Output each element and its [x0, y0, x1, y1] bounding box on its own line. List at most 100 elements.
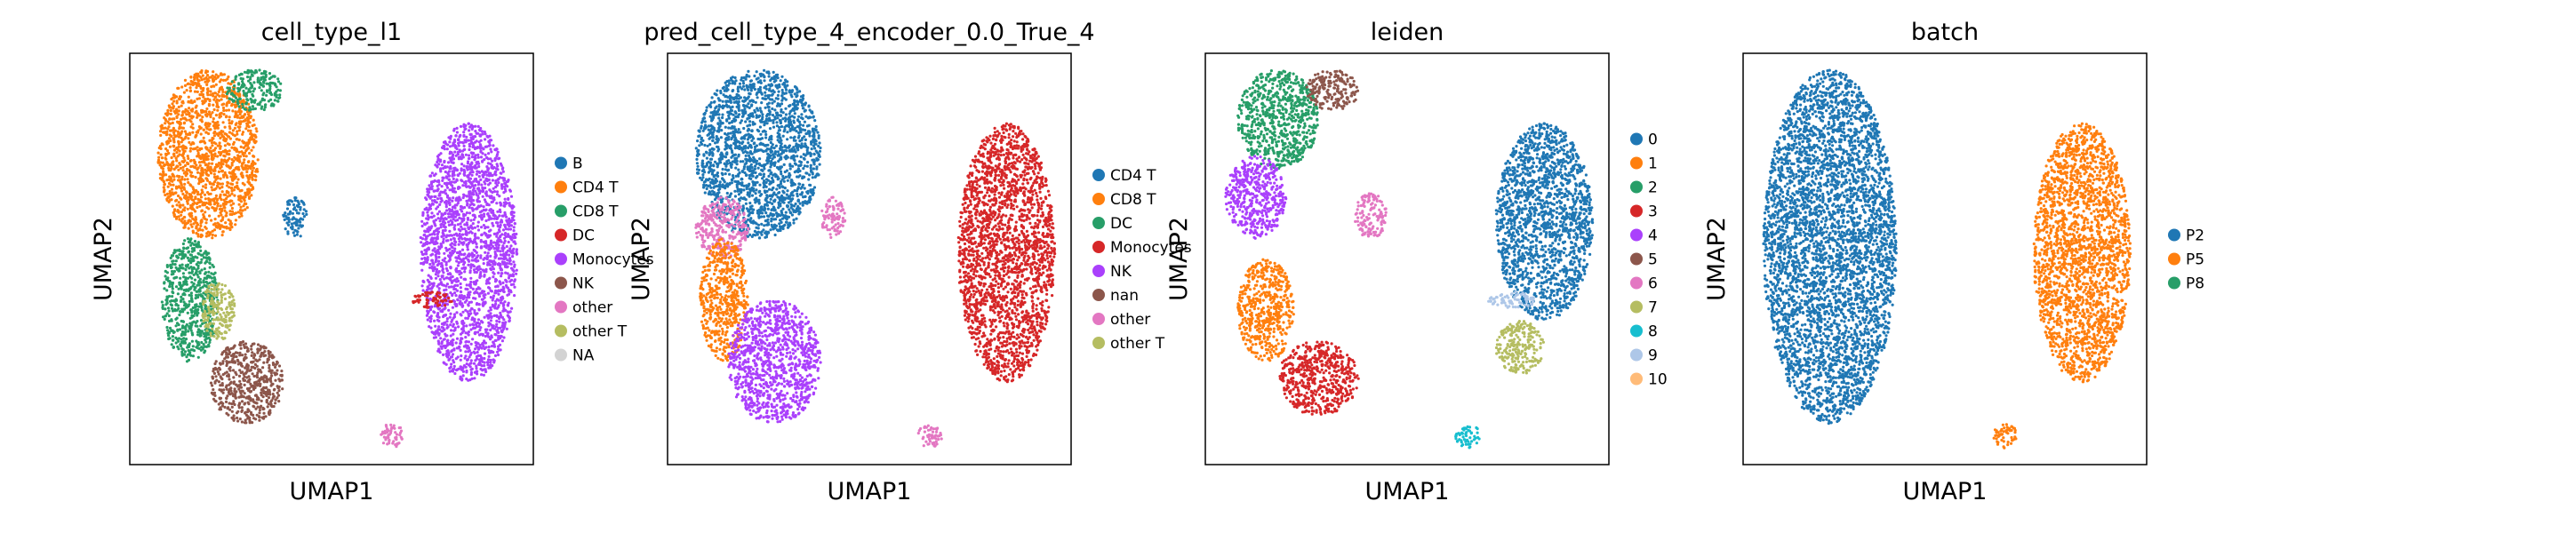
data-point: [194, 220, 197, 224]
data-point: [175, 308, 179, 312]
data-point: [161, 167, 164, 171]
data-point: [452, 177, 455, 180]
data-point: [194, 111, 197, 115]
data-point: [188, 299, 191, 303]
data-point: [197, 83, 201, 86]
data-point: [260, 105, 264, 108]
data-point: [285, 207, 290, 211]
data-point: [230, 199, 234, 203]
data-point: [244, 353, 247, 356]
data-point: [248, 121, 252, 124]
data-point: [188, 351, 192, 354]
data-point: [423, 258, 428, 261]
data-point: [268, 370, 272, 373]
data-point: [499, 326, 502, 330]
data-point: [204, 311, 207, 314]
data-point: [199, 249, 203, 252]
data-point: [466, 358, 469, 362]
data-point: [199, 348, 203, 352]
data-point: [255, 374, 259, 378]
data-point: [204, 110, 208, 114]
data-point: [276, 386, 280, 390]
data-point: [264, 103, 268, 107]
data-point: [464, 316, 468, 320]
data-point: [486, 211, 490, 216]
data-point: [186, 195, 189, 199]
data-point: [462, 164, 466, 168]
data-point: [438, 219, 442, 223]
data-point: [171, 262, 174, 266]
data-point: [178, 175, 181, 179]
data-point: [210, 141, 214, 145]
data-point: [210, 299, 213, 303]
data-point: [183, 78, 188, 82]
data-point: [204, 304, 208, 308]
data-point: [289, 226, 293, 229]
data-point: [454, 232, 458, 235]
data-point: [212, 291, 216, 295]
data-point: [499, 210, 502, 214]
data-point: [182, 187, 186, 190]
data-point: [177, 109, 180, 113]
data-point: [487, 348, 491, 352]
data-point: [244, 195, 247, 199]
data-point: [209, 165, 212, 169]
data-point: [466, 203, 469, 207]
data-point: [280, 373, 284, 377]
data-point: [233, 389, 236, 393]
data-point: [200, 78, 204, 82]
data-point: [274, 362, 278, 366]
data-point: [485, 145, 489, 148]
data-point: [216, 316, 220, 320]
data-point: [232, 140, 236, 144]
data-point: [237, 387, 241, 391]
data-point: [448, 229, 452, 233]
data-point: [252, 81, 256, 84]
data-point: [181, 152, 185, 155]
data-point: [223, 405, 227, 409]
data-point: [251, 74, 254, 77]
data-point: [214, 73, 218, 76]
data-point: [292, 217, 296, 220]
data-point: [302, 208, 306, 211]
data-point: [245, 370, 249, 373]
data-point: [207, 131, 211, 136]
data-point: [172, 153, 176, 156]
data-point: [486, 363, 490, 367]
data-point: [211, 236, 214, 240]
data-point: [440, 330, 444, 333]
data-point: [213, 202, 217, 205]
data-point: [502, 306, 506, 310]
data-point: [180, 100, 184, 104]
data-point: [225, 214, 228, 218]
data-point: [180, 285, 183, 290]
data-point: [254, 407, 258, 410]
data-point: [252, 90, 255, 93]
data-point: [187, 137, 190, 140]
data-point: [221, 391, 225, 394]
data-point: [455, 259, 459, 263]
data-point: [185, 191, 188, 195]
data-point: [164, 118, 168, 123]
data-point: [196, 245, 200, 249]
data-point: [219, 136, 222, 139]
data-point: [278, 93, 282, 97]
data-point: [204, 290, 207, 294]
data-point: [180, 340, 183, 344]
data-point: [226, 180, 229, 184]
data-point: [513, 294, 516, 298]
data-point: [196, 260, 200, 264]
data-point: [188, 271, 191, 274]
data-point: [234, 114, 237, 117]
data-point: [469, 342, 473, 346]
data-point: [212, 318, 215, 322]
data-point: [449, 238, 452, 242]
data-point: [182, 216, 186, 219]
data-point: [219, 112, 222, 115]
data-point: [183, 178, 187, 181]
data-point: [195, 293, 198, 297]
data-point: [430, 259, 434, 262]
data-point: [298, 218, 301, 222]
data-point: [190, 109, 194, 113]
data-point: [216, 155, 220, 158]
